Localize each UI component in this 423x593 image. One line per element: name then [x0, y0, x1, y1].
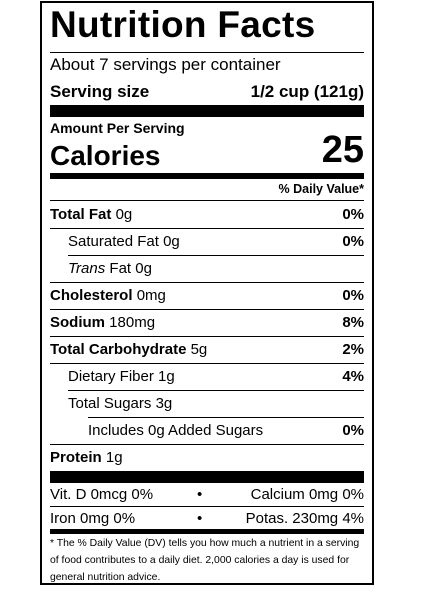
divider [50, 506, 364, 507]
divider [50, 52, 364, 53]
potassium: Potas. 230mg 4% [245, 510, 364, 527]
divider [50, 336, 364, 337]
nutrient-amount: 0g [135, 260, 152, 277]
iron: Iron 0mg 0% [50, 510, 136, 527]
nutrient-label: Total Carbohydrate [50, 341, 187, 358]
nutrient-dv: 8% [342, 314, 364, 331]
divider [50, 228, 364, 229]
nutrient-row-dietary-fiber: Dietary Fiber 1g [68, 368, 175, 385]
nutrient-dv: 2% [342, 341, 364, 358]
nutrient-row-protein: Protein 1g [50, 449, 123, 466]
nutrient-label-italic: Trans [68, 260, 106, 277]
daily-value-header: % Daily Value* [278, 182, 364, 196]
bullet: • [197, 510, 203, 527]
calories-value: 25 [321, 129, 364, 171]
nutrient-label: Sodium [50, 314, 105, 331]
nutrient-label: Total Fat [50, 206, 112, 223]
serving-size-value: 1/2 cup (121g) [250, 82, 364, 101]
medium-divider [50, 529, 364, 534]
thick-divider [50, 471, 364, 483]
divider [50, 309, 364, 310]
thick-divider [50, 105, 364, 117]
nutrient-label: Dietary Fiber [68, 368, 154, 385]
nutrient-label: Includes 0g Added Sugars [88, 422, 264, 439]
amount-per-serving: Amount Per Serving [50, 120, 185, 136]
nutrient-row-cholesterol: Cholesterol 0mg [50, 287, 166, 304]
nutrition-facts-label: Nutrition Facts About 7 servings per con… [40, 1, 374, 585]
nutrient-dv: 0% [342, 422, 364, 439]
servings-per-container: About 7 servings per container [50, 55, 281, 74]
divider [50, 444, 364, 445]
nutrient-amount: 180mg [109, 314, 156, 331]
nutrient-amount: 1g [105, 449, 123, 466]
nutrient-label: Protein [50, 449, 102, 466]
nutrient-row-sodium: Sodium 180mg [50, 314, 155, 331]
nutrient-label: Saturated Fat [68, 233, 159, 250]
nutrient-label: Cholesterol [50, 287, 133, 304]
nutrient-label: Fat [105, 260, 132, 277]
serving-size-label: Serving size [50, 82, 150, 101]
nutrient-amount: 0mg [136, 287, 166, 304]
nutrient-row-total-sugars: Total Sugars 3g [68, 395, 172, 412]
nutrient-row-total-fat: Total Fat 0g [50, 206, 132, 223]
nutrient-row-saturated-fat: Saturated Fat 0g [68, 233, 180, 250]
calcium: Calcium 0mg 0% [250, 486, 364, 503]
nutrient-label: Total Sugars [68, 395, 152, 412]
medium-divider [50, 173, 364, 179]
divider [50, 282, 364, 283]
nutrient-amount: 0g [115, 206, 133, 223]
nutrient-amount: 1g [158, 368, 175, 385]
divider [68, 390, 364, 391]
nutrient-row-added-sugars: Includes 0g Added Sugars [88, 422, 263, 439]
nutrient-row-total-carbohydrate: Total Carbohydrate 5g [50, 341, 207, 358]
nutrient-amount: 5g [190, 341, 208, 358]
nutrient-amount: 3g [155, 395, 173, 412]
nutrient-dv: 0% [342, 206, 364, 223]
label-title: Nutrition Facts [50, 4, 316, 45]
nutrient-row-trans-fat: Trans Fat 0g [68, 260, 152, 277]
nutrient-amount: 0g [163, 233, 180, 250]
vitamin-d: Vit. D 0mcg 0% [50, 486, 154, 503]
footnote: * The % Daily Value (DV) tells you how m… [50, 538, 360, 583]
divider [68, 255, 364, 256]
nutrient-dv: 0% [342, 287, 364, 304]
divider [50, 200, 364, 201]
divider [50, 363, 364, 364]
divider [88, 417, 364, 418]
calories-label: Calories [50, 140, 161, 171]
nutrient-dv: 0% [342, 233, 364, 250]
nutrient-dv: 4% [342, 368, 364, 385]
bullet: • [197, 486, 203, 503]
